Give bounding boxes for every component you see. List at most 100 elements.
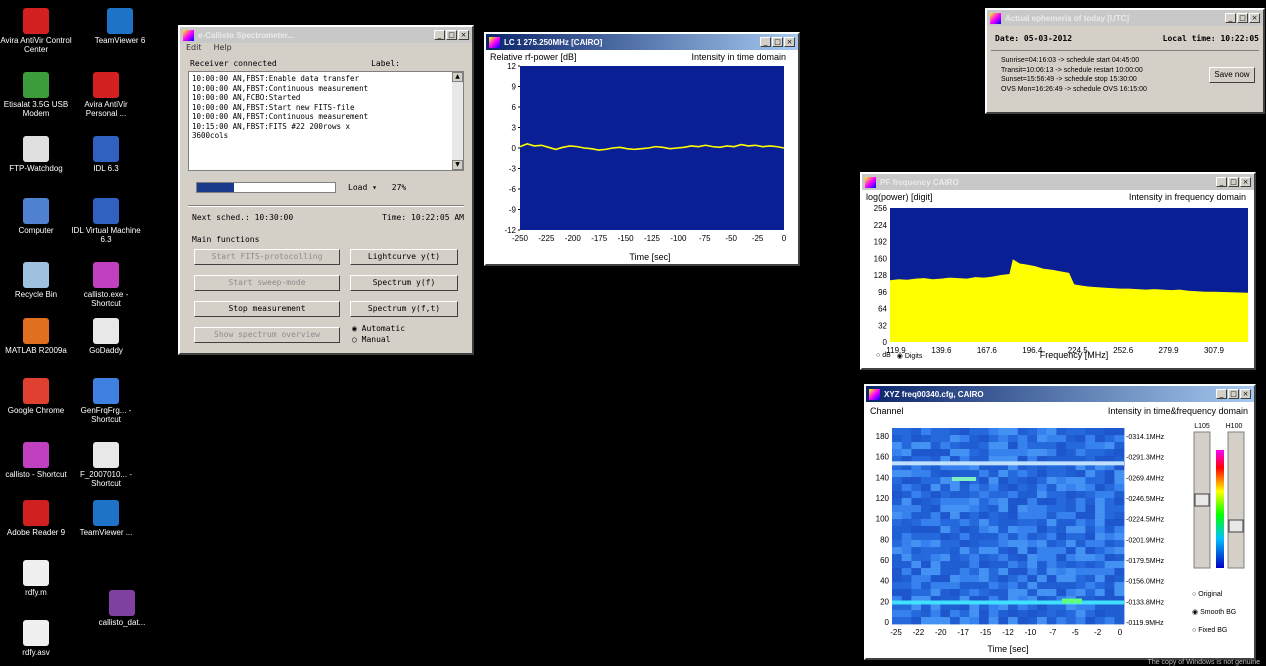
maximize-button[interactable]: □ (1237, 13, 1248, 23)
load-dropdown-icon[interactable]: ▾ (372, 183, 377, 192)
sg-cell (1056, 589, 1067, 597)
desktop-icon[interactable]: callisto - Shortcut (0, 442, 72, 479)
desktop-icon[interactable]: IDL 6.3 (70, 136, 142, 173)
ephemeris-titlebar[interactable]: Actual ephemeris of today [UTC] _ □ × (987, 10, 1263, 26)
sg-cell (1027, 428, 1038, 436)
sg-cell (979, 547, 990, 555)
desktop-icon[interactable]: GoDaddy (70, 318, 142, 355)
sp-xtick: 279.9 (1159, 346, 1180, 355)
sg-cell (959, 470, 970, 478)
sg-cell (1066, 498, 1077, 506)
high-slider[interactable] (1227, 431, 1245, 569)
sg-cell (1017, 512, 1028, 520)
sg-cell (959, 498, 970, 506)
menu-edit[interactable]: Edit (186, 43, 202, 52)
sg-cell (1037, 456, 1048, 464)
minimize-button[interactable]: _ (434, 30, 445, 40)
desktop-icon[interactable]: Google Chrome (0, 378, 72, 415)
sg-cell (1114, 498, 1125, 506)
desktop-icon[interactable]: FTP-Watchdog (0, 136, 72, 173)
desktop-icon[interactable]: rdfy.m (0, 560, 72, 597)
show-spectrum-overview-button[interactable]: Show spectrum overview (194, 327, 340, 343)
radio-fixed-bg[interactable]: ○ Fixed BG (1192, 627, 1227, 634)
close-button[interactable]: × (1240, 389, 1251, 399)
maximize-button[interactable]: □ (1228, 177, 1239, 187)
desktop-icon[interactable]: callisto_dat... (86, 590, 158, 627)
sg-cell (930, 442, 941, 450)
desktop-icon[interactable]: MATLAB R2009a (0, 318, 72, 355)
maximize-button[interactable]: □ (772, 37, 783, 47)
sg-cell (1075, 582, 1086, 590)
sg-xtick: -22 (913, 628, 925, 637)
sg-cell (1037, 596, 1048, 604)
minimize-button[interactable]: _ (760, 37, 771, 47)
sg-cell (892, 596, 903, 604)
desktop-icon[interactable]: F_2007010... - Shortcut (70, 442, 142, 488)
desktop-icon[interactable]: Avira AntiVir Control Center (0, 8, 72, 54)
spectrum-yft-button[interactable]: Spectrum y(f,t) (350, 301, 458, 317)
start-sweep-button[interactable]: Start sweep-mode (194, 275, 340, 291)
desktop-icon[interactable]: TeamViewer 6 (84, 8, 156, 45)
minimize-button[interactable]: _ (1225, 13, 1236, 23)
desktop-icon-label: Avira AntiVir Personal ... (84, 100, 128, 118)
desktop-icon[interactable]: Etisalat 3.5G USB Modem (0, 72, 72, 118)
sg-cell (1017, 610, 1028, 618)
maximize-button[interactable]: □ (446, 30, 457, 40)
desktop-icon[interactable]: GenFrqFrg... - Shortcut (70, 378, 142, 424)
desktop-icon[interactable]: IDL Virtual Machine 6.3 (70, 198, 142, 244)
minimize-button[interactable]: _ (1216, 389, 1227, 399)
sg-cell (901, 533, 912, 541)
desktop-icon[interactable]: TeamViewer ... (70, 500, 142, 537)
sg-cell (1027, 477, 1038, 485)
sg-cell (901, 540, 912, 548)
radio-selected-icon: ◉ (352, 324, 357, 333)
maximize-button[interactable]: □ (1228, 389, 1239, 399)
sg-cell (950, 435, 961, 443)
radio-original[interactable]: ○ Original (1192, 591, 1223, 598)
stop-measurement-button[interactable]: Stop measurement (194, 301, 340, 317)
sg-cell (969, 512, 980, 520)
start-fits-button[interactable]: Start FITS-protocolling (194, 249, 340, 265)
sg-cell (911, 603, 922, 611)
log-scrollbar[interactable]: ▲ ▼ (452, 72, 463, 170)
desktop-icon[interactable]: callisto.exe - Shortcut (70, 262, 142, 308)
save-now-button[interactable]: Save now (1209, 67, 1255, 83)
sg-cell (1017, 470, 1028, 478)
high-slider-thumb[interactable] (1228, 519, 1244, 533)
close-button[interactable]: × (784, 37, 795, 47)
low-slider-thumb[interactable] (1194, 493, 1210, 507)
sg-cell (921, 575, 932, 583)
spectrogram-titlebar[interactable]: XYZ freq00340.cfg, CAIRO _ □ × (866, 386, 1254, 402)
close-button[interactable]: × (458, 30, 469, 40)
desktop-icon[interactable]: Recycle Bin (0, 262, 72, 299)
spectrum-yf-button[interactable]: Spectrum y(f) (350, 275, 458, 291)
sg-cell (998, 449, 1009, 457)
sg-cell (1027, 561, 1038, 569)
desktop-icon[interactable]: Adobe Reader 9 (0, 500, 72, 537)
close-button[interactable]: × (1249, 13, 1260, 23)
callisto-titlebar[interactable]: e-Callisto Spectrometer... _ □ × (180, 27, 472, 43)
radio-automatic[interactable]: ◉ Automatic (352, 324, 406, 333)
sg-cell (892, 603, 903, 611)
close-button[interactable]: × (1240, 177, 1251, 187)
recycle-bin-icon (23, 262, 49, 288)
menu-help[interactable]: Help (213, 43, 232, 52)
spectrum-title: PF frequency CAIRO (880, 177, 959, 187)
lightcurve-button[interactable]: Lightcurve y(t) (350, 249, 458, 265)
sg-cell (959, 491, 970, 499)
spectrum-titlebar[interactable]: PF frequency CAIRO _ □ × (862, 174, 1254, 190)
log-textarea[interactable]: 10:00:00 AN,FBST:Enable data transfer 10:… (188, 71, 464, 171)
desktop-icon[interactable]: Avira AntiVir Personal ... (70, 72, 142, 118)
db-checkbox[interactable]: ○ dB (876, 352, 891, 359)
digits-checkbox[interactable]: ◉ Digits (896, 353, 923, 360)
desktop-icon[interactable]: Computer (0, 198, 72, 235)
sg-cell (959, 603, 970, 611)
lightcurve-titlebar[interactable]: LC 1 275.250MHz [CAIRO] _ □ × (486, 34, 798, 50)
lc-xtick: 0 (782, 234, 787, 243)
desktop-icon[interactable]: rdfy.asv (0, 620, 72, 657)
sg-cell (930, 603, 941, 611)
radio-manual[interactable]: ○ Manual (352, 335, 391, 344)
sg-xtick: -12 (1002, 628, 1014, 637)
minimize-button[interactable]: _ (1216, 177, 1227, 187)
radio-smooth-bg[interactable]: ◉ Smooth BG (1192, 609, 1236, 616)
